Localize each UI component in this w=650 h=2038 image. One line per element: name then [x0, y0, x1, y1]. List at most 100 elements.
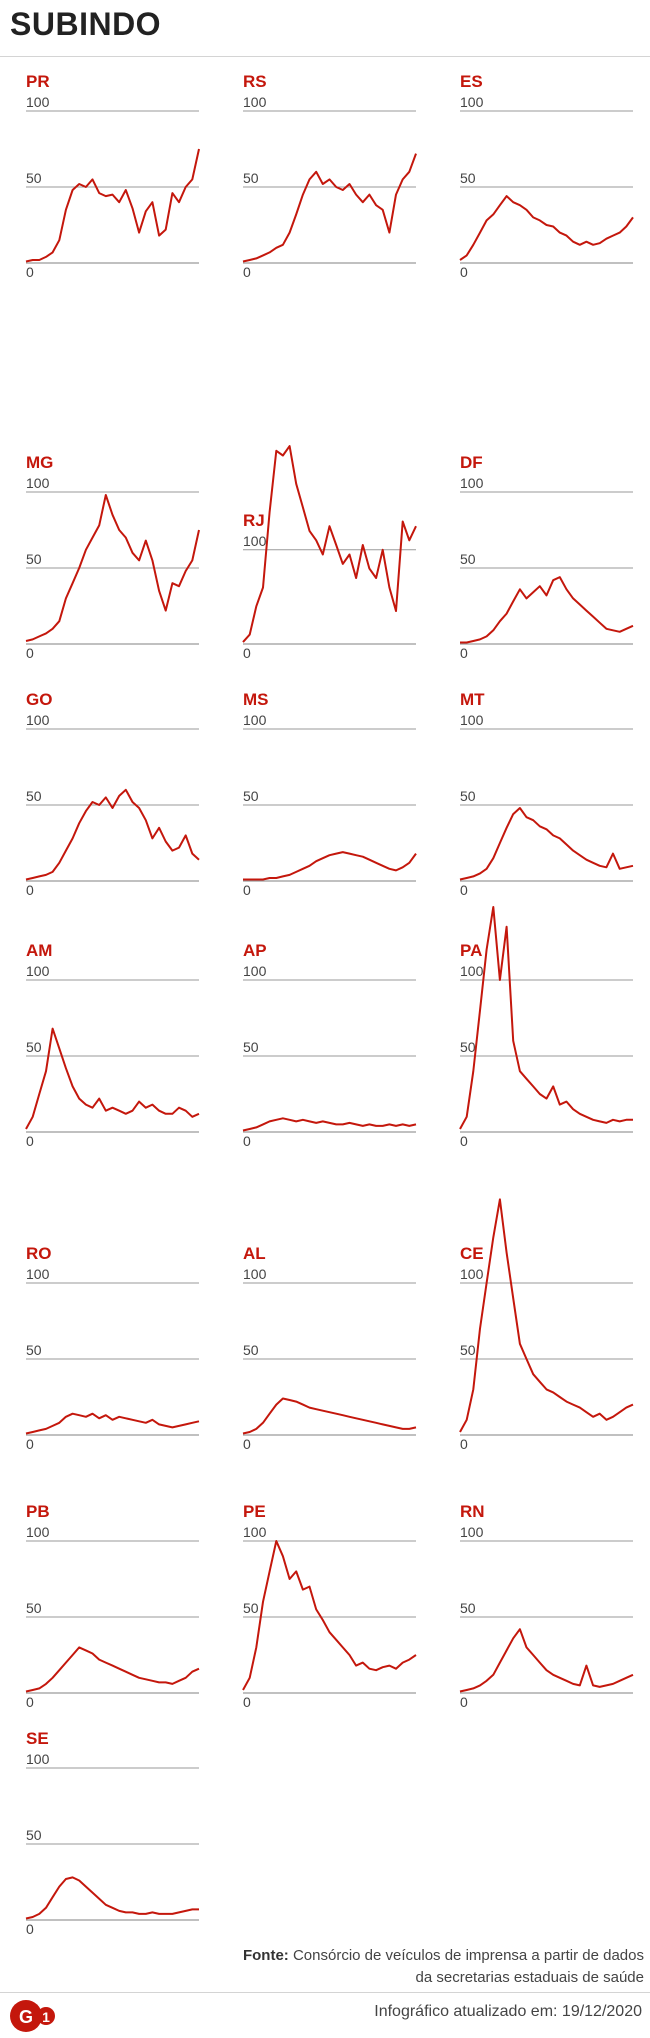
series-line-pe	[242, 1540, 417, 1691]
tick-label-pe-0: 0	[243, 1694, 251, 1710]
footer-divider	[0, 1992, 650, 1993]
chart-title-ms: MS	[243, 690, 269, 709]
tick-label-rs-0: 0	[243, 264, 251, 280]
tick-label-se-0: 0	[26, 1921, 34, 1937]
series-line-mt	[459, 807, 634, 881]
series-line-pa	[459, 906, 633, 1130]
tick-label-go-100: 100	[26, 712, 50, 728]
series-line-ms	[243, 851, 417, 881]
series-line-al	[242, 1397, 417, 1435]
tick-label-mt-0: 0	[460, 882, 468, 898]
tick-label-ap-50: 50	[243, 1039, 259, 1055]
tick-label-mt-100: 100	[460, 712, 484, 728]
tick-label-es-100: 100	[460, 94, 484, 110]
page-title: SUBINDO	[10, 6, 162, 42]
tick-label-pb-0: 0	[26, 1694, 34, 1710]
series-line-ap	[242, 1117, 417, 1132]
source-note: Fonte: Consórcio de veículos de imprensa…	[224, 1945, 644, 1989]
tick-label-ro-100: 100	[26, 1266, 50, 1282]
series-line-es	[459, 195, 634, 261]
series-line-am	[25, 1027, 200, 1130]
tick-label-pa-100: 100	[460, 963, 484, 979]
tick-label-mg-50: 50	[26, 551, 42, 567]
tick-label-df-0: 0	[460, 645, 468, 661]
series-line-ce	[459, 1198, 634, 1433]
tick-label-pb-50: 50	[26, 1600, 42, 1616]
tick-label-rn-0: 0	[460, 1694, 468, 1710]
series-line-mg	[25, 494, 200, 642]
tick-label-mg-0: 0	[26, 645, 34, 661]
tick-label-rn-50: 50	[460, 1600, 476, 1616]
tick-label-ro-0: 0	[26, 1436, 34, 1452]
tick-label-df-50: 50	[460, 551, 476, 567]
source-label: Fonte:	[242, 1947, 289, 1964]
series-line-rj	[242, 445, 417, 643]
tick-label-al-50: 50	[243, 1342, 259, 1358]
charts-grid: 0 50 100 PR 0 50 100 RS 0 50 100 ES 0 50 100 MG 0 100 RJ 0 5…	[25, 72, 634, 1937]
tick-label-pr-100: 100	[26, 94, 50, 110]
tick-label-go-0: 0	[26, 882, 34, 898]
tick-label-ce-0: 0	[460, 1436, 468, 1452]
series-line-pr	[25, 148, 200, 263]
tick-label-pr-50: 50	[26, 170, 42, 186]
tick-label-al-0: 0	[243, 1436, 251, 1452]
tick-label-df-100: 100	[460, 475, 484, 491]
series-line-df	[460, 576, 634, 644]
chart-title-df: DF	[460, 453, 483, 472]
chart-title-am: AM	[26, 941, 52, 960]
tick-label-ce-50: 50	[460, 1342, 476, 1358]
tick-label-ce-100: 100	[460, 1266, 484, 1282]
tick-label-pe-100: 100	[243, 1524, 267, 1540]
chart-title-pa: PA	[460, 941, 482, 960]
tick-label-se-50: 50	[26, 1827, 42, 1843]
chart-title-go: GO	[26, 690, 52, 709]
tick-label-es-50: 50	[460, 170, 476, 186]
tick-label-am-100: 100	[26, 963, 50, 979]
tick-label-ro-50: 50	[26, 1342, 42, 1358]
chart-title-rs: RS	[243, 72, 267, 91]
svg-text:1: 1	[42, 2009, 50, 2025]
chart-title-ce: CE	[460, 1244, 484, 1263]
chart-title-rn: RN	[460, 1502, 485, 1521]
tick-label-rj-0: 0	[243, 645, 251, 661]
tick-label-al-100: 100	[243, 1266, 267, 1282]
tick-label-es-0: 0	[460, 264, 468, 280]
tick-label-ms-100: 100	[243, 712, 267, 728]
series-line-se	[25, 1876, 199, 1920]
tick-label-rs-50: 50	[243, 170, 259, 186]
tick-label-ap-100: 100	[243, 963, 267, 979]
tick-label-ms-0: 0	[243, 882, 251, 898]
tick-label-ap-0: 0	[243, 1133, 251, 1149]
tick-label-pa-0: 0	[460, 1133, 468, 1149]
tick-label-mg-100: 100	[26, 475, 50, 491]
title-divider	[0, 56, 650, 57]
chart-title-rj: RJ	[243, 511, 265, 530]
updated-note: Infográfico atualizado em: 19/12/2020	[374, 2003, 642, 2020]
chart-title-mt: MT	[460, 690, 485, 709]
chart-title-pb: PB	[26, 1502, 50, 1521]
series-line-ro	[25, 1412, 200, 1435]
chart-title-ap: AP	[243, 941, 267, 960]
tick-label-se-100: 100	[26, 1751, 50, 1767]
chart-title-pr: PR	[26, 72, 50, 91]
series-line-go	[25, 788, 200, 881]
tick-label-go-50: 50	[26, 788, 42, 804]
tick-label-pe-50: 50	[243, 1600, 259, 1616]
chart-title-pe: PE	[243, 1502, 266, 1521]
tick-label-ms-50: 50	[243, 788, 259, 804]
tick-label-pb-100: 100	[26, 1524, 50, 1540]
series-line-pb	[25, 1646, 200, 1693]
tick-label-am-50: 50	[26, 1039, 42, 1055]
series-line-rn	[459, 1628, 634, 1693]
tick-label-pa-50: 50	[460, 1039, 476, 1055]
tick-label-rn-100: 100	[460, 1524, 484, 1540]
series-line-rs	[242, 153, 417, 263]
chart-title-se: SE	[26, 1729, 49, 1748]
source-text: Consórcio de veículos de imprensa a part…	[292, 1947, 644, 1986]
chart-title-mg: MG	[26, 453, 53, 472]
svg-text:G: G	[19, 2007, 33, 2027]
tick-label-pr-0: 0	[26, 264, 34, 280]
chart-title-ro: RO	[26, 1244, 52, 1263]
g1-logo: G 1	[10, 2000, 55, 2032]
tick-label-rs-100: 100	[243, 94, 267, 110]
